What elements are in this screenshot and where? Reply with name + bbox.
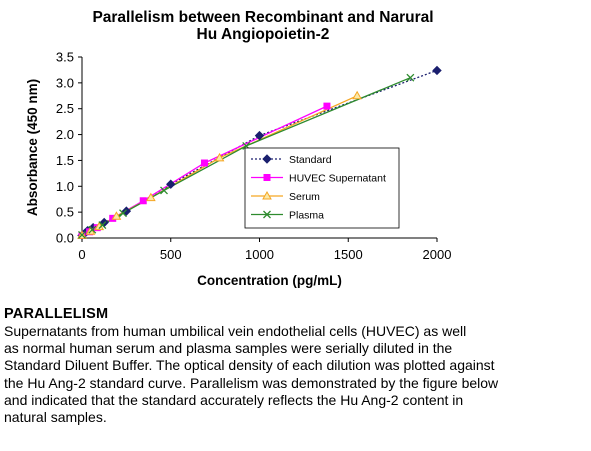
x-tick-label: 500 <box>160 247 182 262</box>
y-tick-label: 0.0 <box>56 231 74 246</box>
data-point <box>214 152 225 162</box>
data-point <box>88 225 97 234</box>
data-point <box>166 179 176 189</box>
marker-stroke <box>263 210 271 219</box>
data-point <box>352 90 362 100</box>
y-tick-label: 1.5 <box>56 153 74 168</box>
data-point <box>139 197 147 205</box>
y-tick-label: 0.5 <box>56 205 74 220</box>
y-tick-label: 3.0 <box>56 75 74 90</box>
series-points-2 <box>77 90 362 239</box>
data-point <box>98 221 107 230</box>
section-heading: PARALLELISM <box>4 306 109 322</box>
x-tick-label: 1000 <box>245 247 274 262</box>
data-point <box>200 159 208 167</box>
data-point <box>121 206 132 216</box>
legend-marker <box>263 210 271 219</box>
parallelism-chart: Parallelism between Recombinant and Naru… <box>25 9 452 288</box>
marker-stroke <box>78 230 86 239</box>
y-axis-label: Absorbance (450 nm) <box>25 79 40 216</box>
x-tick-label: 1500 <box>334 247 363 262</box>
data-point <box>160 186 168 195</box>
x-axis-label: Concentration (pg/mL) <box>197 273 342 288</box>
y-tick-label: 2.0 <box>56 127 74 142</box>
data-point <box>432 65 442 76</box>
chart-title-line: Parallelism between Recombinant and Naru… <box>92 9 433 26</box>
legend-label: Plasma <box>289 210 324 222</box>
x-tick-label: 2000 <box>423 247 452 262</box>
marker-stroke <box>98 221 107 230</box>
legend-marker <box>262 154 272 164</box>
marker-stroke <box>242 141 251 150</box>
data-point <box>111 211 122 220</box>
y-tick-label: 3.5 <box>56 50 74 65</box>
data-point <box>119 209 127 218</box>
x-tick-label: 0 <box>78 247 85 262</box>
marker-stroke <box>88 225 97 234</box>
marker-stroke <box>160 186 168 195</box>
data-point <box>406 73 415 82</box>
legend-label: Standard <box>289 154 332 166</box>
body-line: Standard Diluent Buffer. The optical den… <box>4 357 495 374</box>
marker-stroke <box>406 73 415 82</box>
legend-marker <box>263 174 271 181</box>
data-point <box>78 230 86 239</box>
body-line: natural samples. <box>4 409 107 426</box>
y-tick-label: 2.5 <box>56 101 74 116</box>
body-line: Supernatants from human umbilical vein e… <box>4 323 467 339</box>
body-line: the Hu Ang-2 standard curve. Parallelism… <box>4 374 499 391</box>
marker-stroke <box>119 209 127 218</box>
data-point <box>254 130 265 141</box>
body-line: and indicated that the standard accurate… <box>4 391 464 408</box>
data-point <box>323 102 331 110</box>
body-line: as normal human serum and plasma samples… <box>4 340 453 357</box>
chart-title-line: Hu Angiopoietin-2 <box>197 26 330 43</box>
legend-label: Serum <box>289 191 320 203</box>
legend-label: HUVEC Supernatant <box>289 173 386 185</box>
legend-marker <box>262 190 272 200</box>
section-body: Supernatants from human umbilical vein e… <box>4 323 588 426</box>
data-point <box>146 192 156 202</box>
y-tick-label: 1.0 <box>56 179 74 194</box>
